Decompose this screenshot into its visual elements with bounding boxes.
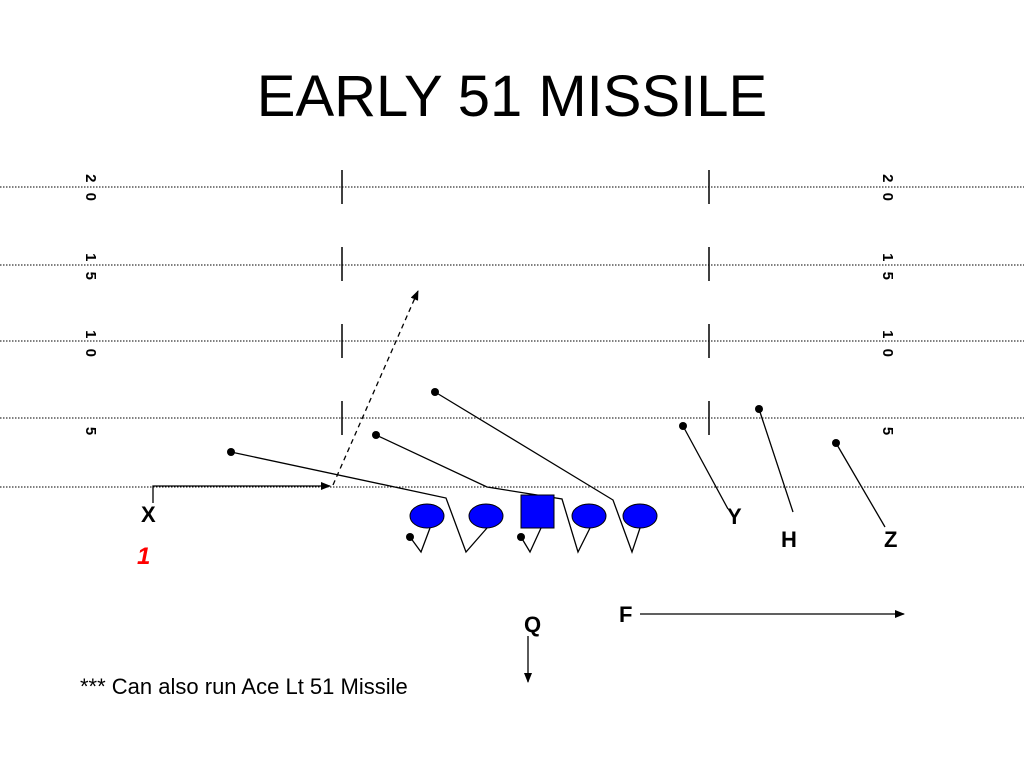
lineman-right-tackle — [622, 503, 658, 529]
slide-note: *** Can also run Ace Lt 51 Missile — [80, 674, 408, 699]
yard-lines — [0, 186, 1024, 488]
defender-dot — [431, 388, 439, 396]
defender-dot — [517, 533, 525, 541]
player-y-label: Y — [727, 504, 742, 529]
defender-dot — [372, 431, 380, 439]
offensive-line — [409, 494, 658, 529]
yard-number-left-10: 1 0 — [82, 330, 99, 360]
defender-dot — [227, 448, 235, 456]
lineman-center — [520, 494, 555, 529]
yard-number-right-15: 1 5 — [879, 253, 896, 283]
player-x-label: X — [141, 502, 156, 527]
player-z-label: Z — [884, 527, 898, 552]
slide-title: EARLY 51 MISSILE — [256, 64, 768, 129]
player-h-label: H — [781, 527, 797, 552]
yard-number-left-20: 2 0 — [82, 174, 99, 204]
yard-number-left-5: 5 — [82, 427, 99, 435]
lineman-left-tackle — [409, 503, 445, 529]
yard-number-right-10: 1 0 — [879, 330, 896, 360]
defender-dots — [227, 388, 840, 541]
play-number: 1 — [137, 543, 151, 570]
player-q-label: Q — [524, 612, 542, 637]
lineman-left-guard — [468, 503, 504, 529]
defender-dot — [679, 422, 687, 430]
defender-dot — [755, 405, 763, 413]
yard-number-right-20: 2 0 — [879, 174, 896, 204]
defender-lines — [230, 391, 886, 554]
player-f-label: F — [619, 602, 633, 627]
yard-number-left-15: 1 5 — [82, 253, 99, 283]
yard-number-right-5: 5 — [879, 427, 896, 435]
lineman-right-guard — [571, 503, 607, 529]
x-route-dashed — [332, 290, 419, 486]
defender-dot — [406, 533, 414, 541]
defender-dot — [832, 439, 840, 447]
x-route — [152, 482, 331, 503]
hash-marks — [341, 170, 710, 435]
